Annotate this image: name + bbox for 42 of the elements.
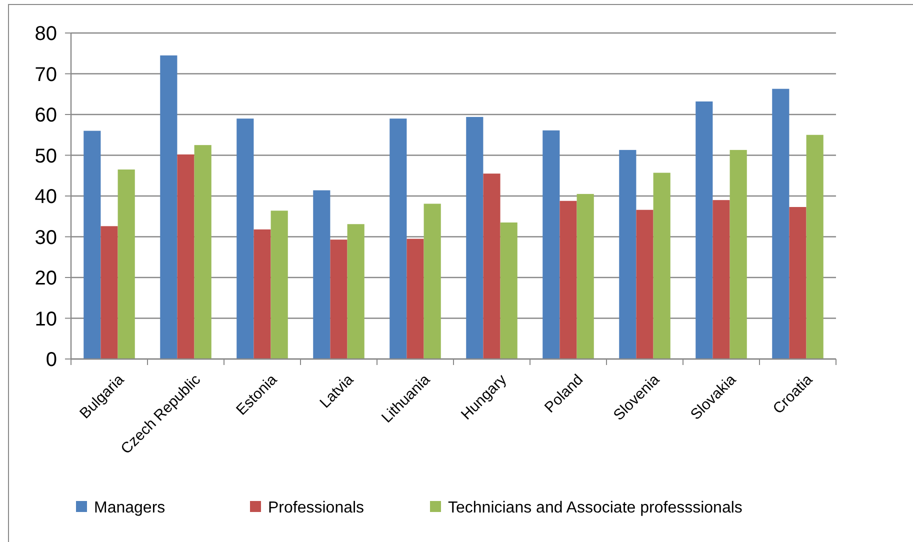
y-tick-label: 40 [34, 186, 57, 208]
bar [636, 210, 654, 359]
legend-label: Professionals [268, 500, 364, 517]
bar [576, 194, 594, 359]
bar [730, 150, 747, 359]
bar [390, 118, 407, 359]
bar [100, 226, 118, 359]
bar [270, 210, 288, 359]
bar [789, 207, 806, 359]
bar [177, 154, 194, 359]
bar [712, 200, 730, 359]
y-tick-label: 10 [34, 308, 57, 330]
bar [424, 204, 441, 359]
bar [619, 150, 636, 359]
y-tick-label: 0 [46, 349, 57, 371]
bar [772, 88, 790, 359]
y-tick-label: 30 [34, 226, 57, 249]
y-tick-label: 60 [34, 104, 57, 126]
bar [560, 200, 577, 359]
bar [806, 134, 824, 359]
bar [330, 240, 348, 359]
bar [542, 130, 560, 359]
bar [160, 55, 178, 359]
bar [406, 238, 424, 359]
bar [483, 174, 500, 359]
bar [347, 224, 364, 359]
bar [254, 229, 271, 359]
bar [236, 118, 254, 359]
bar [313, 190, 330, 359]
bar [500, 222, 518, 359]
bar [696, 101, 713, 359]
bar [653, 172, 670, 359]
y-tick-label: 20 [34, 268, 57, 290]
legend-label: Managers [94, 500, 166, 517]
bar [194, 145, 212, 359]
bar [466, 116, 484, 359]
bar [84, 130, 101, 359]
y-tick-label: 80 [34, 23, 57, 45]
y-tick-label: 70 [34, 64, 57, 86]
bar [118, 170, 135, 359]
y-tick-label: 50 [34, 145, 57, 168]
legend-label: Technicians and Associate professsionals [448, 500, 742, 517]
